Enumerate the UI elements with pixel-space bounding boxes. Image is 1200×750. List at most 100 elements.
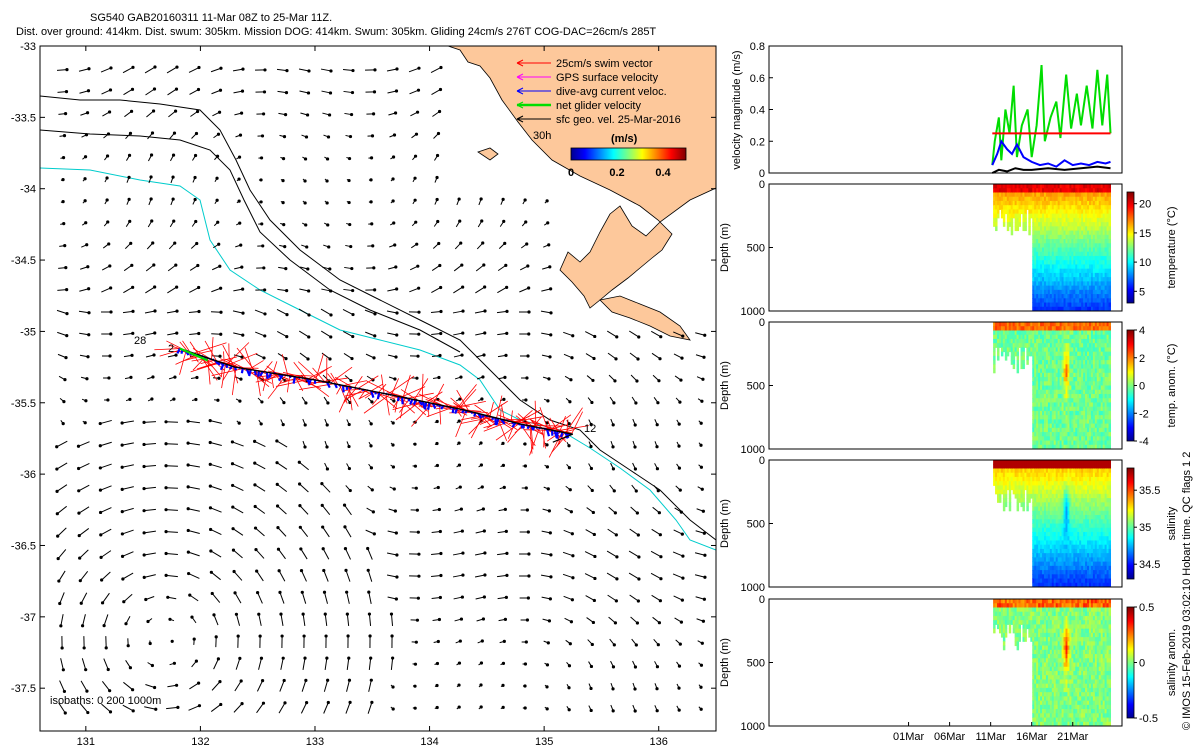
geo-velocity-arrow [122,486,134,490]
section-cell [1047,410,1051,416]
section-cell [1085,389,1088,395]
section-cell [1040,419,1043,425]
section-cell [1022,322,1025,327]
section-cell [1104,192,1108,198]
section-cell [1040,436,1043,442]
section-cell [1067,440,1070,446]
section-cell [1081,239,1084,244]
section-cell [1047,251,1051,257]
section-cell [1073,444,1076,450]
section-cell [1069,385,1072,391]
geo-velocity-arrowhead [233,591,237,595]
section-cell [1038,226,1041,232]
section-cell [1102,281,1106,287]
section-cell [1053,196,1057,202]
section-cell [1034,213,1037,219]
geo-velocity-arrowhead [636,599,640,603]
geo-velocity-arrowhead [457,705,461,709]
geo-velocity-arrowhead [369,444,373,448]
geo-velocity-arrowhead [546,399,550,403]
geo-velocity-arrowhead [545,685,549,689]
section-cell [1049,289,1053,295]
geo-velocity-arrow [430,67,442,73]
geo-velocity-arrow [79,288,89,292]
geo-velocity-arrowhead [416,264,420,268]
section-cell [1002,209,1006,215]
geo-velocity-arrowhead [659,335,663,339]
section-cell [1079,377,1082,382]
section-cell [1036,192,1039,198]
section-cell [1075,213,1078,219]
section-cell [1073,351,1076,357]
section-cell [1061,338,1065,344]
geo-velocity-arrowhead [263,68,267,72]
section-cell [1014,338,1018,344]
section-cell [1067,234,1070,240]
section-cell [1020,196,1023,202]
section-cell [1102,289,1106,295]
section-cell [1063,200,1067,206]
section-cell [1092,255,1096,261]
section-cell [1042,277,1045,282]
section-cell [1088,268,1092,274]
geo-velocity-arrowhead [371,112,376,116]
section-cell [1106,406,1110,412]
geo-velocity-arrowhead [437,109,442,114]
section-cell [1063,255,1067,261]
section-cell [1090,368,1094,374]
section-cell [1087,277,1090,282]
section-cell [1040,334,1043,340]
geo-velocity-arrow [672,551,684,557]
section-cell [1047,377,1051,382]
geo-velocity-arrowhead [370,700,374,704]
section-cell [1051,432,1055,437]
section-cell [1038,239,1041,244]
geo-velocity-arrowhead [545,421,549,425]
geo-velocity-arrowhead [344,568,348,572]
geo-velocity-arrowhead [65,312,69,316]
section-cell [1079,444,1082,450]
geo-velocity-arrowhead [237,177,241,181]
dac-vector [511,422,517,428]
section-cell [1006,226,1010,232]
section-cell [1098,432,1102,437]
section-cell [1045,432,1049,437]
section-cell [1030,209,1033,215]
section-cell [1053,338,1057,344]
geo-velocity-arrowhead [591,378,595,383]
section-cell [1040,410,1043,416]
section-cell [1034,338,1037,344]
section-cell [1047,427,1051,433]
section-cell [1057,200,1061,206]
geo-velocity-arrow [122,507,134,513]
section-cell [1010,481,1014,486]
geo-velocity-arrowhead [394,531,398,535]
section-cell [1018,222,1022,227]
section-cell [1049,415,1053,420]
geo-velocity-arrowhead [483,331,487,335]
section-cell [1083,402,1086,408]
section-cell [1069,306,1072,312]
geo-velocity-arrowhead [187,571,191,576]
section-cell [993,472,996,478]
section-cell [1106,355,1110,361]
section-cell [993,200,996,206]
section-cell [1090,398,1094,403]
section-cell [1088,398,1092,403]
geo-velocity-arrowhead [260,222,264,226]
section-cell [1071,192,1074,198]
section-cell [1055,239,1059,244]
section-cell [1081,351,1084,357]
section-cell [1079,260,1082,265]
section-cell [1075,398,1078,403]
section-cell [1092,281,1096,287]
section-cell [1053,205,1057,210]
section-cell [1100,364,1104,370]
section-cell [997,334,1000,340]
section-cell [1096,423,1100,429]
section-cell [1059,294,1063,299]
section-cell [1034,372,1037,378]
section-cell [1096,393,1100,399]
section-cell [1018,330,1022,336]
geo-velocity-arrowhead [504,595,508,599]
